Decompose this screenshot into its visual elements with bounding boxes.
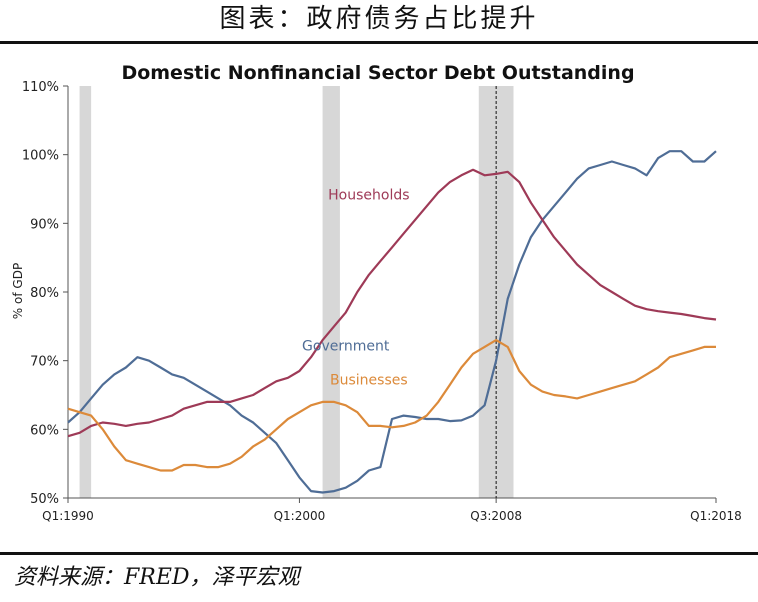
y-tick-label: 110% — [22, 80, 59, 95]
recession-band-2 — [322, 86, 340, 498]
page-title: 图表：政府债务占比提升 — [219, 4, 539, 34]
series-lines — [67, 150, 717, 494]
chart-title: Domestic Nonfinancial Sector Debt Outsta… — [121, 62, 634, 84]
y-tick-label: 50% — [30, 492, 59, 507]
series-line-businesses — [67, 339, 716, 472]
y-tick-label: 60% — [30, 423, 59, 438]
x-tick-label: Q1:2000 — [274, 509, 326, 523]
series-label-government: Government — [302, 338, 390, 354]
recession-bands — [79, 86, 514, 498]
y-tick-label: 100% — [22, 149, 59, 164]
series-line-households — [67, 168, 717, 438]
x-tick-label: Q1:2018 — [690, 509, 742, 523]
top-rule — [0, 41, 758, 44]
y-tick-label: 70% — [30, 355, 59, 370]
bottom-rule — [0, 552, 758, 555]
source-note: 资料来源：FRED，泽平宏观 — [14, 565, 300, 590]
y-tick-label: 80% — [30, 286, 59, 301]
x-tick-label: Q3:2008 — [470, 509, 522, 523]
y-tick-label: 90% — [30, 217, 59, 232]
series-line-government — [67, 150, 717, 494]
series-label-businesses: Businesses — [330, 373, 408, 389]
axes: 50% 60% 70% 80% 90% 100% 110% Q1:1990 Q1:2000 Q3:… — [22, 80, 742, 523]
debt-chart: Domestic Nonfinancial Sector Debt Outsta… — [11, 62, 742, 523]
recession-band-1 — [79, 86, 92, 498]
y-axis-label: % of GDP — [11, 263, 25, 319]
x-tick-label: Q1:1990 — [42, 509, 94, 523]
series-label-households: Households — [328, 187, 409, 203]
series-labels: Government Households Businesses — [302, 187, 409, 388]
